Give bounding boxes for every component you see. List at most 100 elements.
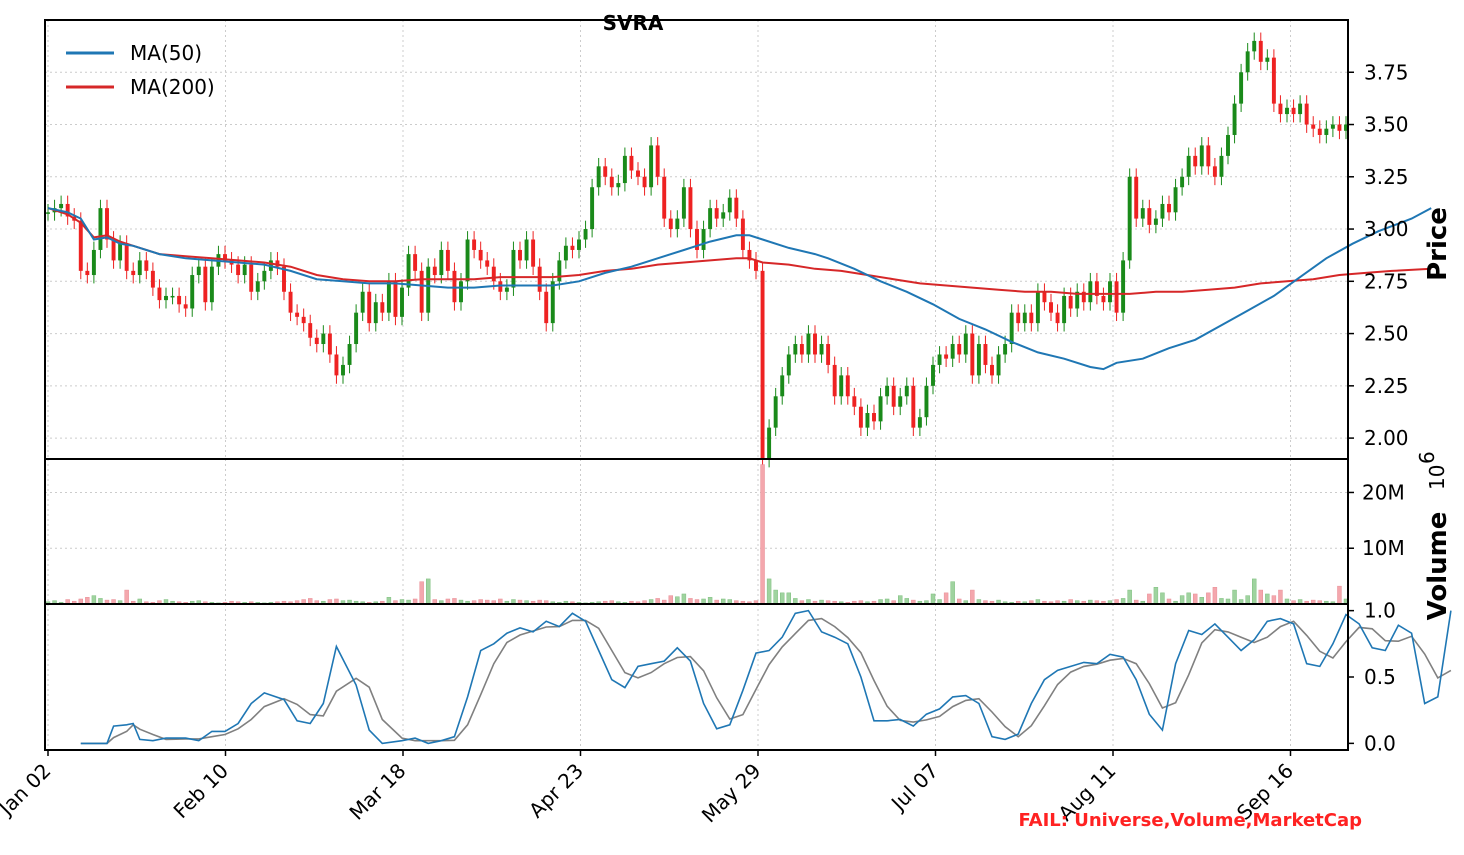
candle-body: [1101, 295, 1106, 303]
volume-bar: [1337, 585, 1342, 605]
candle-body: [1140, 208, 1145, 219]
candle-body: [400, 287, 404, 317]
volume-bar: [681, 593, 687, 605]
candle-body: [675, 218, 680, 230]
candle-body: [196, 266, 201, 276]
candle-body: [537, 266, 542, 292]
price-y-tick-label: 3.75: [1364, 60, 1409, 84]
candle-body: [655, 145, 660, 177]
stochastic-k-line: [80, 609, 1452, 745]
candle-body: [1271, 57, 1276, 104]
volume-bar: [419, 581, 424, 605]
volume-grid: [45, 459, 1348, 604]
candle-body: [1245, 51, 1250, 73]
candle-body: [406, 254, 411, 288]
candle-body: [1258, 40, 1263, 62]
volume-bar: [1245, 595, 1250, 605]
candle-body: [609, 176, 614, 188]
price-y-ticks: 2.00 2.25 2.50 2.75 3.00 3.25 3.50 3.75: [1348, 60, 1409, 450]
stochastic-y-ticks: 0.0 0.5 1.0: [1348, 599, 1396, 755]
svg-text:6: 6: [1415, 451, 1439, 464]
volume-bar: [773, 589, 778, 605]
candle-body: [445, 249, 450, 271]
volume-bar: [675, 596, 680, 605]
volume-bar: [1127, 589, 1132, 605]
candle-body: [622, 155, 627, 184]
candle-body: [917, 417, 922, 428]
candle-body: [393, 281, 398, 317]
volume-bar: [970, 589, 975, 605]
candle-body: [341, 364, 345, 376]
volume-bar: [930, 593, 936, 605]
volume-bar: [668, 595, 673, 605]
candle-body: [282, 266, 286, 292]
candle-body: [1075, 291, 1080, 309]
candle-body: [354, 312, 359, 345]
volume-bars: [45, 464, 1349, 605]
candle-body: [1022, 312, 1027, 324]
price-axis-label: Price: [1423, 207, 1453, 281]
candle-body: [1062, 295, 1067, 324]
candle-body: [203, 266, 208, 303]
candle-body: [1298, 103, 1303, 115]
candle-body: [118, 243, 123, 261]
price-y-tick-label: 2.75: [1364, 269, 1409, 293]
chart-title: SVRA: [603, 11, 664, 35]
candle-body: [459, 281, 463, 303]
candle-body: [419, 270, 424, 313]
candle-body: [727, 197, 732, 213]
candle-body: [157, 287, 162, 301]
candle-body: [1003, 344, 1008, 355]
volume-bar: [1147, 593, 1152, 605]
candle-body: [98, 208, 103, 250]
candle-body: [976, 344, 981, 376]
candle-body: [65, 203, 70, 217]
candle-body: [858, 406, 863, 428]
candle-body: [944, 354, 949, 359]
volume-scale-label: 10 6: [1415, 451, 1449, 490]
stochastic-d-line: [80, 617, 1452, 745]
volume-bar: [707, 597, 713, 605]
candle-body: [321, 333, 326, 345]
volume-bar: [898, 595, 903, 605]
candle-body: [629, 155, 634, 171]
candle-body: [478, 249, 483, 261]
candle-body: [1226, 134, 1230, 156]
candle-body: [308, 323, 313, 338]
candle-body: [544, 291, 549, 324]
candle-body: [1042, 291, 1047, 303]
candle-body: [262, 270, 267, 282]
svg-text:10: 10: [1425, 465, 1449, 490]
candle-body: [832, 364, 837, 397]
candle-body: [105, 208, 109, 240]
volume-bar: [1160, 592, 1165, 605]
status-fail-text: FAIL: Universe,Volume,MarketCap: [1018, 810, 1362, 831]
candle-body: [1173, 187, 1178, 213]
volume-y-ticks: 10M 20M: [1348, 480, 1405, 560]
candle-body: [826, 344, 831, 365]
volume-bar: [85, 597, 90, 605]
candle-body: [1134, 176, 1139, 219]
volume-bar: [1186, 592, 1191, 605]
volume-bar: [950, 581, 955, 605]
candle-body: [360, 291, 365, 313]
candle-body: [177, 295, 182, 305]
candle-body: [1081, 291, 1086, 303]
x-tick-label: Apr 23: [524, 759, 588, 823]
candle-body: [1114, 281, 1119, 313]
candle-body: [636, 170, 640, 177]
candle-body: [164, 295, 168, 301]
volume-bar: [1179, 595, 1185, 605]
candle-body: [603, 166, 608, 177]
candle-body: [662, 176, 667, 219]
volume-bar: [1258, 589, 1263, 605]
volume-bar: [1278, 589, 1283, 605]
candle-body: [695, 229, 699, 250]
legend-ma50-label: MA(50): [130, 41, 202, 65]
candle-body: [767, 427, 772, 459]
candle-body: [1239, 72, 1244, 104]
candle-body: [577, 239, 581, 250]
candle-body: [734, 197, 739, 219]
candle-body: [242, 264, 247, 276]
volume-bar: [91, 595, 97, 605]
